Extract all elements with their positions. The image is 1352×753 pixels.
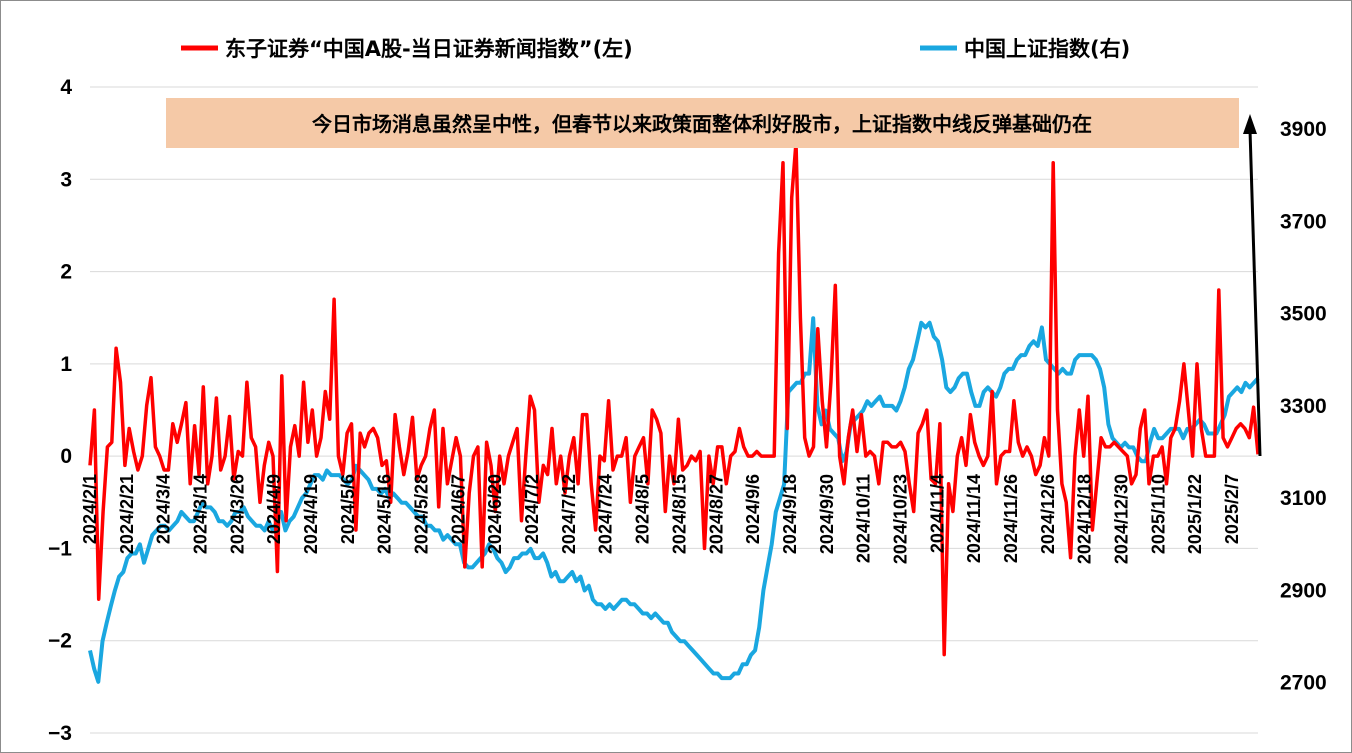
x-tick-label: 2024/9/18 bbox=[780, 474, 800, 554]
x-tick-label: 2024/5/28 bbox=[412, 474, 432, 554]
x-tick-label: 2024/9/6 bbox=[743, 474, 763, 544]
legend: 东子证券“中国A股-当日证券新闻指数”(左) 中国上证指数(右) bbox=[181, 37, 1130, 61]
right-tick-label: 3900 bbox=[1280, 118, 1327, 141]
x-tick-label: 2024/4/9 bbox=[264, 474, 284, 544]
x-tick-label: 2024/5/6 bbox=[338, 474, 358, 544]
legend-label-news-index: 东子证券“中国A股-当日证券新闻指数”(左) bbox=[225, 37, 633, 61]
x-tick-label: 2024/11/4 bbox=[927, 474, 947, 553]
x-tick-label: 2024/7/12 bbox=[559, 474, 579, 554]
x-tick-label: 2024/2/21 bbox=[117, 474, 137, 554]
annotation-text: 今日市场消息虽然呈中性，但春节以来政策面整体利好股市，上证指数中线反弹基础仍在 bbox=[312, 112, 1092, 136]
x-tick-label: 2024/11/26 bbox=[1001, 474, 1021, 563]
x-tick-label: 2025/1/10 bbox=[1148, 474, 1168, 554]
x-tick-label: 2024/12/6 bbox=[1038, 474, 1058, 554]
x-tick-label: 2024/8/27 bbox=[706, 474, 726, 554]
right-axis-ticks: 39003700350033003100290027002500 bbox=[1280, 118, 1327, 695]
x-tick-label: 2024/6/7 bbox=[448, 474, 468, 544]
x-tick-label: 2024/3/14 bbox=[191, 474, 211, 554]
annotation: 今日市场消息虽然呈中性，但春节以来政策面整体利好股市，上证指数中线反弹基础仍在 bbox=[166, 98, 1262, 457]
right-tick-label: 2700 bbox=[1280, 672, 1327, 695]
left-tick-label: 0 bbox=[60, 445, 72, 468]
left-tick-label: −2 bbox=[48, 630, 72, 653]
x-tick-label: 2025/2/7 bbox=[1222, 474, 1242, 544]
x-tick-label: 2024/3/4 bbox=[154, 474, 174, 544]
x-tick-label: 2024/4/19 bbox=[301, 474, 321, 554]
x-tick-label: 2025/1/22 bbox=[1185, 474, 1205, 554]
right-tick-label: 3500 bbox=[1280, 303, 1327, 326]
x-tick-label: 2024/8/15 bbox=[669, 474, 689, 554]
x-tick-label: 2024/10/11 bbox=[854, 474, 874, 563]
left-axis-ticks: 4 3 2 1 0 −1 −2 −3 bbox=[48, 76, 72, 745]
legend-label-shanghai-index: 中国上证指数(右) bbox=[964, 37, 1130, 61]
annotation-box bbox=[166, 98, 1239, 148]
x-tick-label: 2024/2/1 bbox=[80, 474, 100, 544]
x-axis-ticks: 2024/2/1 2024/2/21 2024/3/4 2024/3/14 2024/3… bbox=[80, 474, 1242, 564]
annotation-arrowhead bbox=[1243, 114, 1257, 134]
left-tick-label: −1 bbox=[48, 537, 72, 560]
x-tick-label: 2024/7/24 bbox=[596, 474, 616, 554]
series-shanghai-index bbox=[88, 316, 1260, 684]
annotation-arrow bbox=[1248, 129, 1262, 457]
x-tick-label: 2024/10/23 bbox=[891, 474, 911, 564]
x-tick-label: 2024/12/30 bbox=[1112, 474, 1132, 564]
right-tick-label: 3700 bbox=[1280, 210, 1327, 233]
x-tick-label: 2024/5/16 bbox=[375, 474, 395, 554]
series-news-index bbox=[88, 140, 1260, 657]
x-tick-label: 2024/11/14 bbox=[964, 474, 984, 563]
left-tick-label: 1 bbox=[60, 353, 72, 376]
left-tick-label: 4 bbox=[60, 76, 72, 99]
left-tick-label: 2 bbox=[60, 261, 72, 284]
right-tick-label: 3100 bbox=[1280, 487, 1327, 510]
x-tick-label: 2024/3/26 bbox=[227, 474, 247, 554]
x-tick-label: 2024/7/2 bbox=[522, 474, 542, 544]
right-tick-label: 3300 bbox=[1280, 395, 1327, 418]
x-tick-label: 2024/8/5 bbox=[633, 474, 653, 544]
left-tick-label: −3 bbox=[48, 722, 72, 745]
x-tick-label: 2024/12/18 bbox=[1075, 474, 1095, 564]
series-line-news-index bbox=[88, 140, 1260, 657]
x-tick-label: 2024/9/30 bbox=[817, 474, 837, 554]
x-tick-label: 2024/6/20 bbox=[485, 474, 505, 554]
left-tick-label: 3 bbox=[60, 168, 72, 191]
right-tick-label: 2900 bbox=[1280, 579, 1327, 602]
series-line-shanghai-index bbox=[88, 316, 1260, 684]
